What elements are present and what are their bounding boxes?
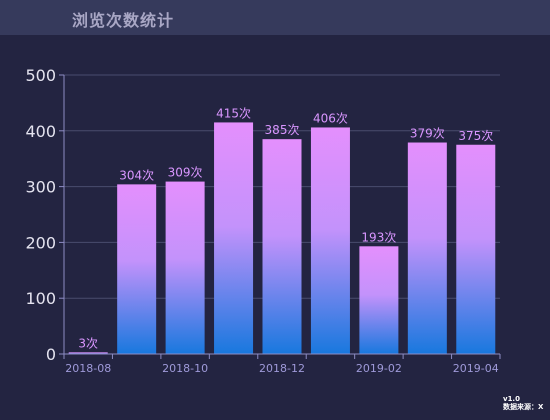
bar-value-label: 3次 bbox=[78, 336, 98, 350]
y-tick-label: 200 bbox=[25, 233, 56, 252]
x-tick-label: 2019-04 bbox=[453, 362, 499, 375]
y-tick-label: 100 bbox=[25, 289, 56, 308]
bar bbox=[165, 181, 205, 354]
footer-info: v1.0 数据来源：X bbox=[503, 395, 543, 411]
y-tick-label: 500 bbox=[25, 66, 56, 85]
bar-value-label: 406次 bbox=[313, 111, 348, 125]
x-tick-label: 2019-02 bbox=[356, 362, 402, 375]
data-source-text: 数据来源：X bbox=[503, 403, 544, 411]
bar-value-label: 304次 bbox=[119, 168, 154, 182]
y-tick-label: 0 bbox=[46, 345, 56, 364]
version-text: v1.0 bbox=[503, 395, 520, 403]
bar-value-label: 379次 bbox=[410, 127, 445, 141]
bar bbox=[117, 184, 157, 354]
bar-value-label: 309次 bbox=[168, 166, 203, 180]
y-tick-label: 400 bbox=[25, 122, 56, 141]
page-title: 浏览次数统计 bbox=[72, 11, 175, 30]
x-tick-label: 2018-10 bbox=[162, 362, 208, 375]
bar bbox=[68, 352, 108, 354]
y-tick-label: 300 bbox=[25, 178, 56, 197]
bar bbox=[407, 142, 447, 354]
x-tick-label: 2018-12 bbox=[259, 362, 305, 375]
x-tick-label: 2018-08 bbox=[65, 362, 111, 375]
bar bbox=[310, 127, 350, 355]
bar bbox=[359, 246, 399, 354]
bar bbox=[262, 139, 302, 354]
bar-value-label: 385次 bbox=[265, 123, 300, 137]
bar bbox=[214, 122, 254, 355]
header-bar: 浏览次数统计 bbox=[0, 0, 550, 35]
bar-value-label: 375次 bbox=[458, 129, 493, 143]
bar-value-label: 415次 bbox=[216, 106, 251, 120]
bar bbox=[456, 144, 496, 354]
bar-value-label: 193次 bbox=[361, 230, 396, 244]
